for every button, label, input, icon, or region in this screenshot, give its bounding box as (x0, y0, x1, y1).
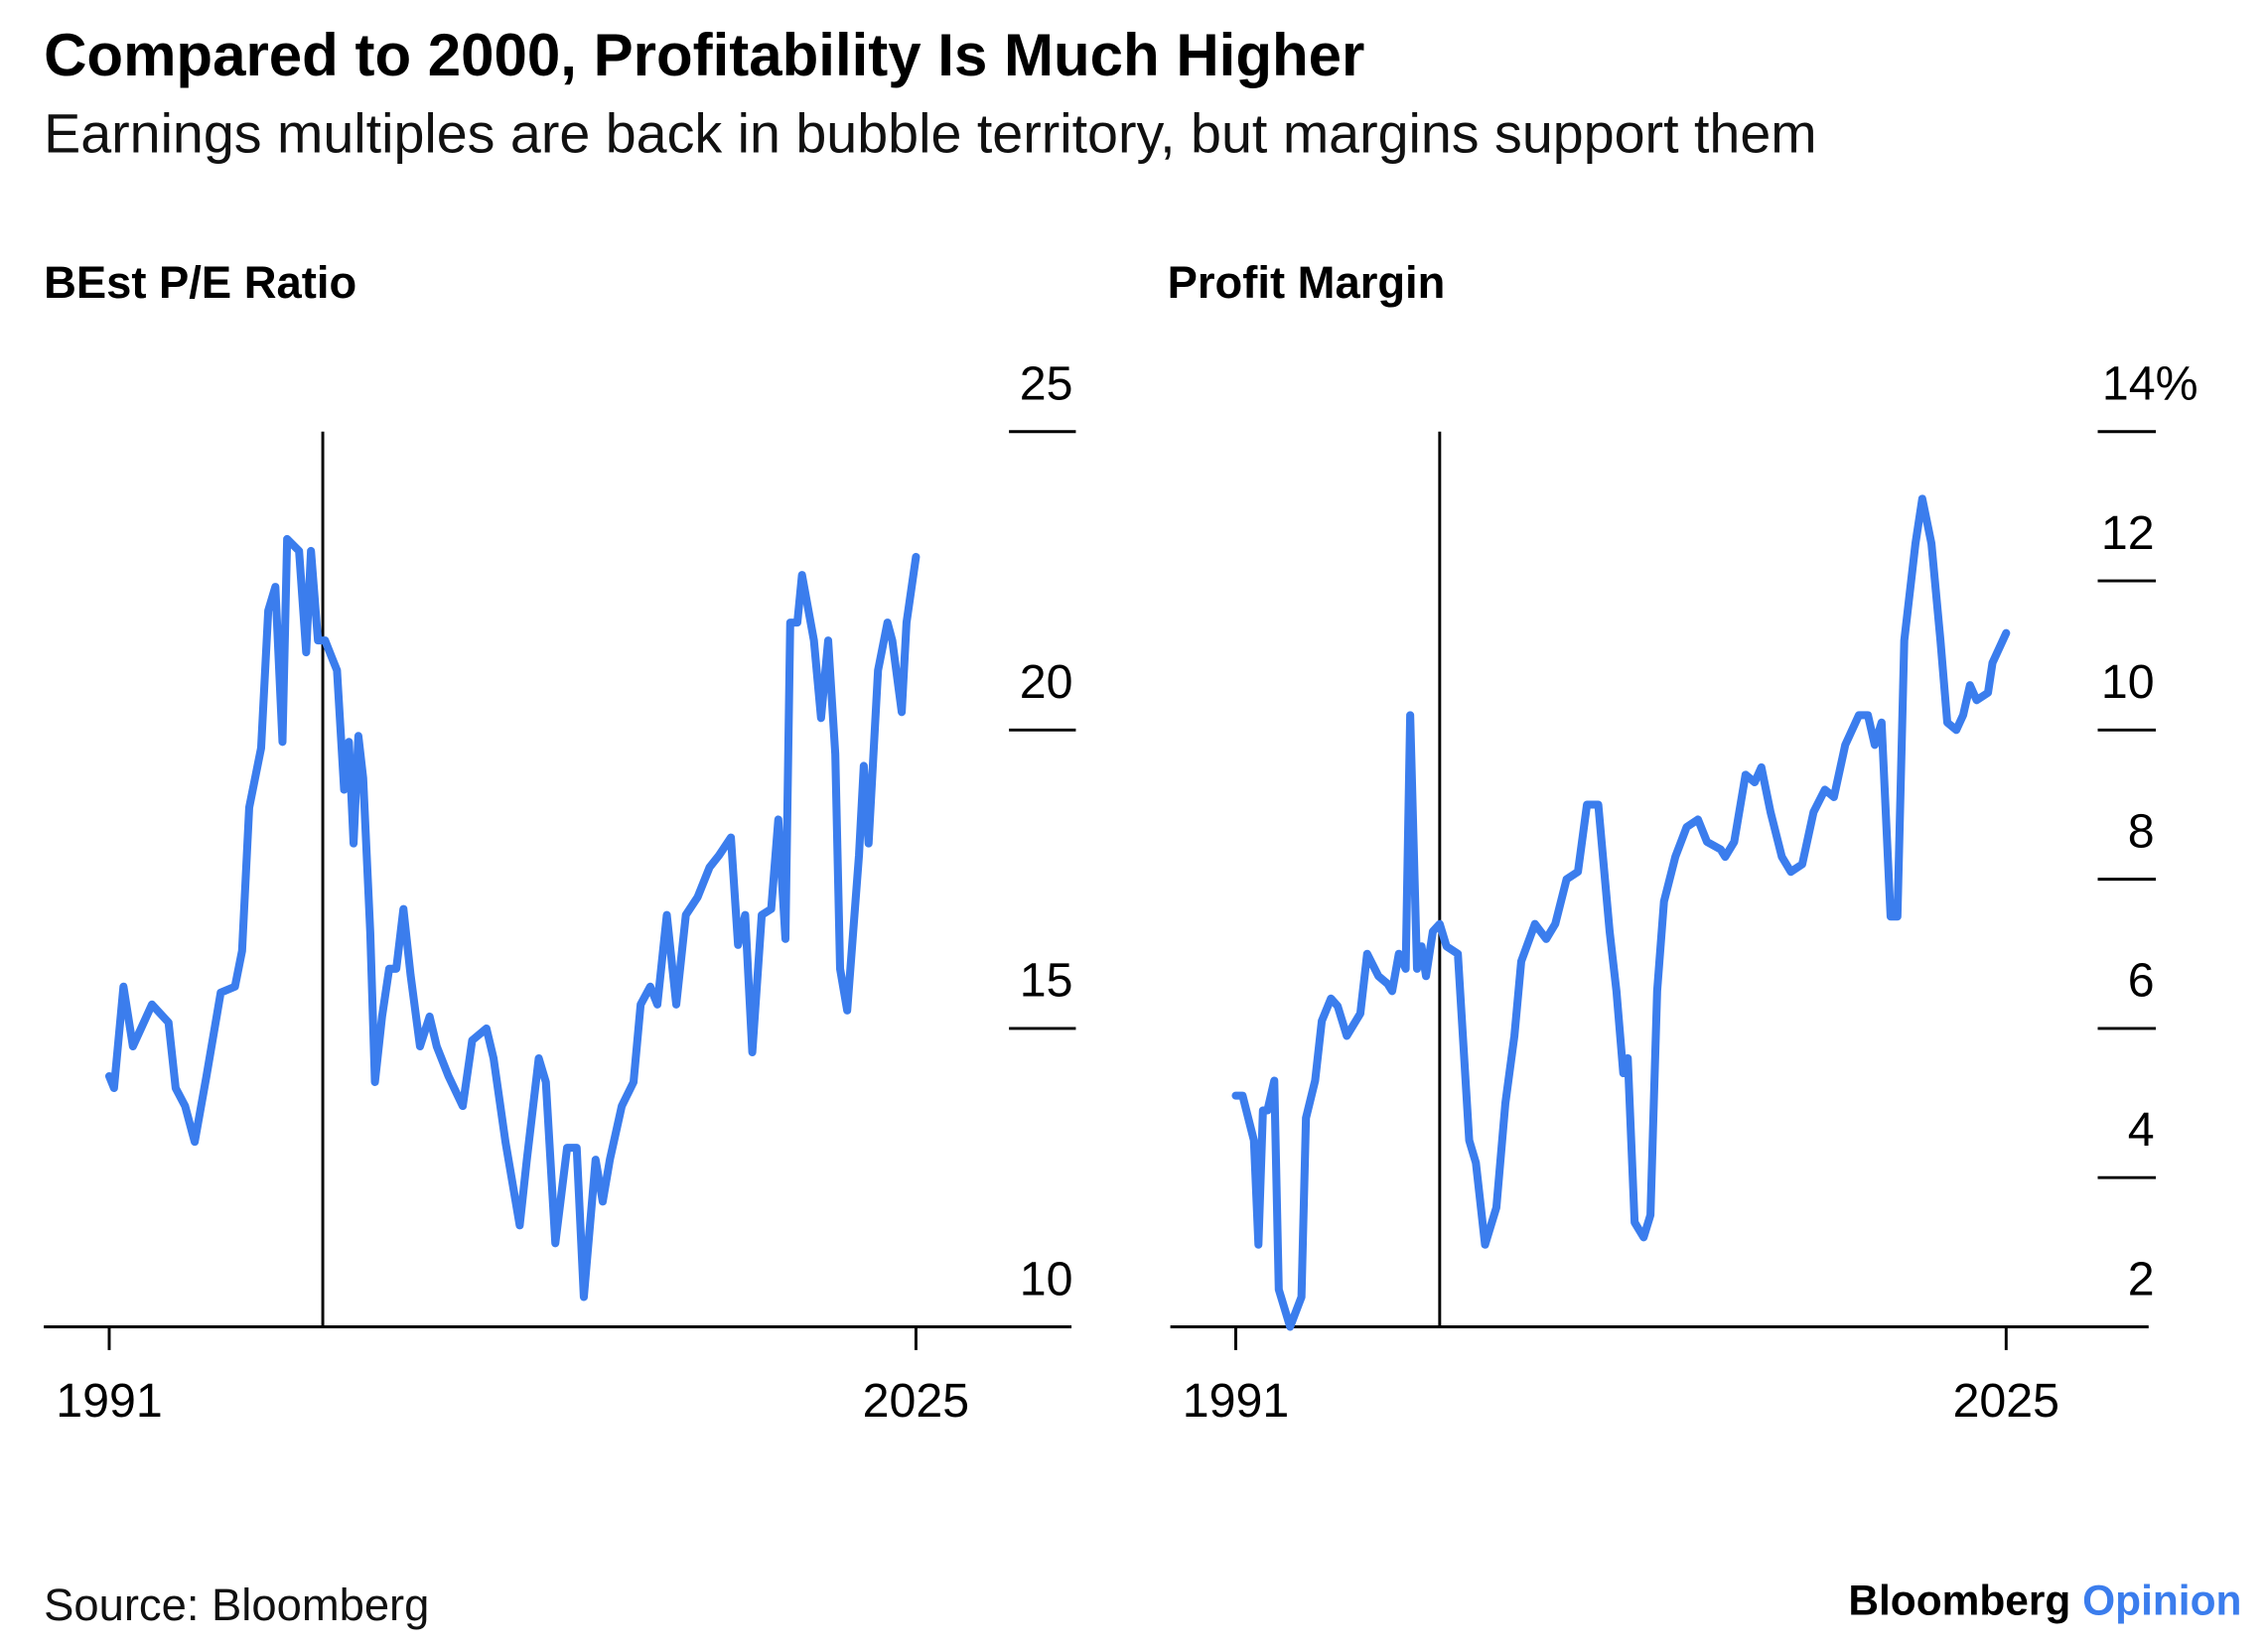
y-tick-label: 15 (1020, 954, 1073, 1008)
y-tick-label: 10 (1020, 1252, 1073, 1305)
y-tick-label: 20 (1020, 655, 1073, 709)
chart-title: Compared to 2000, Profitability Is Much … (44, 22, 1364, 88)
y-tick-label: 14% (2102, 357, 2198, 411)
panel-title-pe: BEst P/E Ratio (44, 257, 356, 308)
y-tick-label: 12 (2101, 506, 2155, 560)
y-tick-label: 10 (2101, 655, 2155, 709)
chart-subtitle: Earnings multiples are back in bubble te… (44, 103, 1817, 165)
x-tick-label: 2025 (863, 1374, 969, 1428)
y-tick-label: 25 (1020, 357, 1073, 411)
series-line (1231, 494, 2011, 1331)
series-line (104, 534, 921, 1302)
panel-title-margin: Profit Margin (1168, 257, 1446, 308)
x-tick-label: 1991 (1183, 1374, 1289, 1428)
pe-ratio-panel: BEst P/E Ratio 25 20 15 10 1991 2025 (44, 257, 1076, 1428)
brand-name: Bloomberg (1848, 1577, 2070, 1623)
source-note: Source: Bloomberg (44, 1579, 429, 1630)
y-tick-label: 8 (2128, 804, 2155, 858)
x-tick-label: 1991 (56, 1374, 162, 1428)
brand-suffix: Opinion (2082, 1577, 2241, 1623)
bloomberg-opinion-logo: Bloomberg Opinion (1848, 1577, 2241, 1623)
x-tick-label: 2025 (1953, 1374, 2059, 1428)
y-tick-label: 4 (2128, 1103, 2155, 1157)
y-tick-label: 6 (2128, 954, 2155, 1008)
profit-margin-panel: Profit Margin 14% 12 10 8 6 4 2 1991 2025 (1168, 257, 2198, 1428)
y-tick-label: 2 (2128, 1252, 2155, 1305)
